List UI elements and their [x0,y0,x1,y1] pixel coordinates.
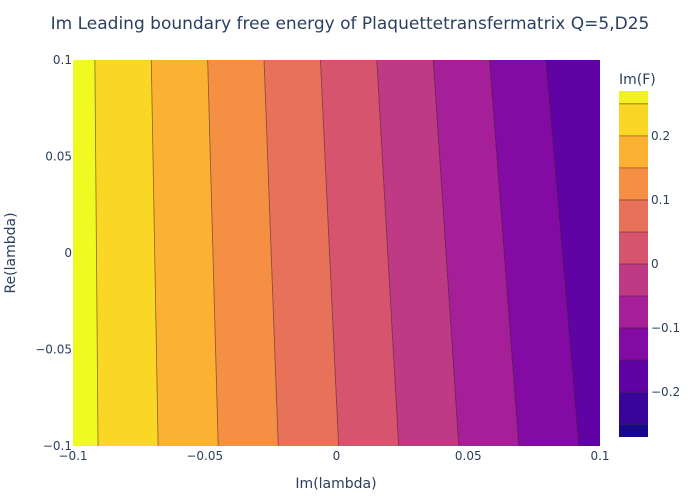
colorbar-segment [619,424,648,437]
colorbar: −0.2 −0.1 0 0.1 0.2 [619,91,680,437]
colorbar-segment [619,264,648,297]
x-tick-label: 0.1 [590,449,609,463]
colorbar-segment [619,91,648,104]
colorbar-segment [619,296,648,329]
contour-line [263,60,279,446]
y-axis: −0.1 −0.05 0 0.05 0.1 [35,53,72,453]
chart-title: Im Leading boundary free energy of Plaqu… [51,14,650,34]
contour-line [432,60,460,446]
contour-line [320,60,340,446]
contour-band [207,60,279,446]
colorbar-segment [619,103,648,136]
colorbar-tick-label: −0.1 [651,321,680,335]
contour-band [545,60,600,446]
contour-band [320,60,399,446]
plot-area [73,60,600,446]
colorbar-title: Im(F) [619,72,656,88]
contour-line [545,60,580,446]
contour-line [207,60,219,446]
contour-line [150,60,159,446]
contour-band [73,60,99,446]
y-tick-label: −0.1 [43,439,72,453]
y-tick-label: −0.05 [35,343,72,357]
x-tick-label: −0.1 [58,449,87,463]
contour-line [489,60,520,446]
y-tick-label: 0.1 [53,53,72,67]
contour-lines [94,60,580,446]
x-axis: −0.1 −0.05 0 0.05 0.1 [58,449,609,463]
x-tick-label: −0.05 [186,449,223,463]
x-tick-label: 0.05 [455,449,482,463]
contour-band [94,60,159,446]
y-axis-label: Re(lambda) [3,212,19,293]
colorbar-tick-label: 0.1 [651,193,670,207]
colorbar-segment [619,167,648,200]
colorbar-tick-label: −0.2 [651,385,680,399]
contour-band [433,60,519,446]
contour-band [376,60,459,446]
contour-line [376,60,400,446]
x-tick-label: 0 [333,449,341,463]
y-tick-label: 0.05 [45,150,72,164]
colorbar-segment [619,199,648,232]
colorbar-segment [619,231,648,264]
colorbar-segment [619,135,648,168]
colorbar-segment [619,328,648,361]
x-axis-label: Im(lambda) [295,476,376,492]
colorbar-segment [619,360,648,393]
y-tick-label: 0 [64,246,72,260]
contour-band [151,60,219,446]
contour-band [264,60,339,446]
colorbar-tick-label: 0 [651,257,659,271]
colorbar-tick-label: 0.2 [651,129,670,143]
contour-line [94,60,99,446]
colorbar-segment [619,392,648,425]
